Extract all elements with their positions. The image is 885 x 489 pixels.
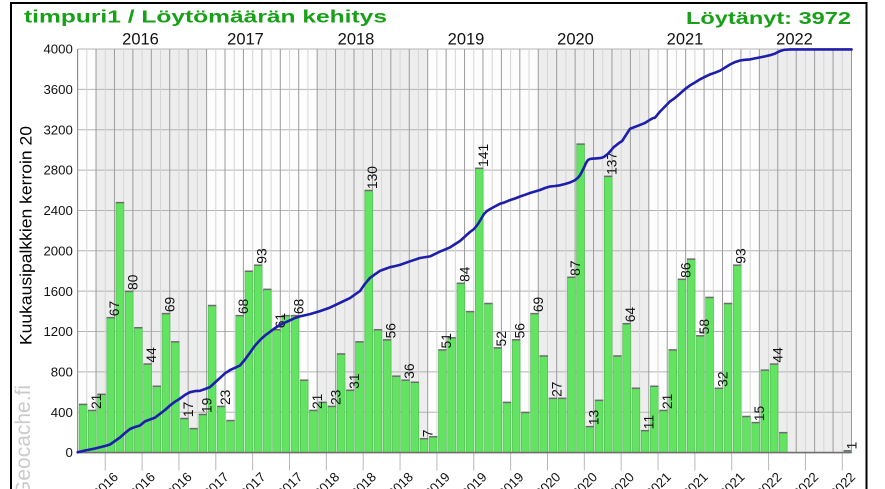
svg-text:2800: 2800 <box>43 163 72 178</box>
svg-text:68: 68 <box>292 299 307 315</box>
svg-text:2018: 2018 <box>338 30 375 48</box>
svg-text:3200: 3200 <box>43 122 72 137</box>
svg-text:2019: 2019 <box>448 30 485 48</box>
svg-text:1600: 1600 <box>43 284 72 299</box>
svg-text:32: 32 <box>715 371 730 386</box>
svg-text:31: 31 <box>347 373 362 388</box>
svg-text:2000: 2000 <box>43 243 72 258</box>
svg-text:51: 51 <box>439 333 454 348</box>
svg-text:27: 27 <box>549 382 564 397</box>
svg-text:58: 58 <box>697 319 712 335</box>
svg-text:80: 80 <box>126 274 141 290</box>
svg-text:Geocache.fi: Geocache.fi <box>12 385 35 489</box>
svg-text:69: 69 <box>163 296 178 312</box>
svg-text:2021: 2021 <box>667 30 704 48</box>
svg-text:21: 21 <box>89 394 104 409</box>
svg-text:2016: 2016 <box>122 30 159 48</box>
svg-text:86: 86 <box>678 262 693 278</box>
svg-text:68: 68 <box>236 299 251 315</box>
svg-text:84: 84 <box>457 266 472 282</box>
svg-text:137: 137 <box>605 152 620 175</box>
svg-text:400: 400 <box>51 405 73 420</box>
svg-text:4000: 4000 <box>43 42 72 57</box>
svg-text:0: 0 <box>65 445 72 460</box>
svg-text:61: 61 <box>273 313 288 328</box>
svg-text:3600: 3600 <box>43 82 72 97</box>
svg-text:17: 17 <box>181 402 196 417</box>
svg-text:1200: 1200 <box>43 324 72 339</box>
svg-text:93: 93 <box>734 248 749 264</box>
svg-text:44: 44 <box>144 347 159 363</box>
svg-text:67: 67 <box>107 301 122 316</box>
svg-text:2022: 2022 <box>776 30 813 48</box>
svg-text:800: 800 <box>51 364 73 379</box>
svg-text:52: 52 <box>494 331 509 346</box>
svg-text:23: 23 <box>218 389 233 405</box>
svg-text:19: 19 <box>199 397 214 413</box>
svg-text:87: 87 <box>568 260 583 275</box>
svg-text:36: 36 <box>402 363 417 379</box>
svg-text:44: 44 <box>771 347 786 363</box>
svg-text:15: 15 <box>752 405 767 421</box>
svg-text:21: 21 <box>310 394 325 409</box>
svg-text:64: 64 <box>623 307 638 323</box>
svg-text:93: 93 <box>255 248 270 264</box>
svg-text:141: 141 <box>476 144 491 167</box>
svg-text:11: 11 <box>642 415 657 429</box>
svg-text:13: 13 <box>586 409 601 425</box>
svg-text:21: 21 <box>660 394 675 409</box>
svg-text:56: 56 <box>384 323 399 339</box>
svg-text:2017: 2017 <box>227 30 264 48</box>
svg-text:2020: 2020 <box>557 30 594 48</box>
svg-text:56: 56 <box>513 323 528 339</box>
svg-text:69: 69 <box>531 296 546 312</box>
svg-text:Löytänyt: 3972: Löytänyt: 3972 <box>686 8 851 28</box>
svg-text:timpuri1 / Löytömäärän kehitys: timpuri1 / Löytömäärän kehitys <box>24 7 387 27</box>
svg-text:7: 7 <box>420 430 435 438</box>
svg-text:23: 23 <box>328 389 343 405</box>
svg-text:Kuukausipalkkien kerroin 20: Kuukausipalkkien kerroin 20 <box>18 126 36 345</box>
svg-text:130: 130 <box>365 166 380 189</box>
svg-text:2400: 2400 <box>43 203 72 218</box>
svg-text:1: 1 <box>844 442 859 450</box>
